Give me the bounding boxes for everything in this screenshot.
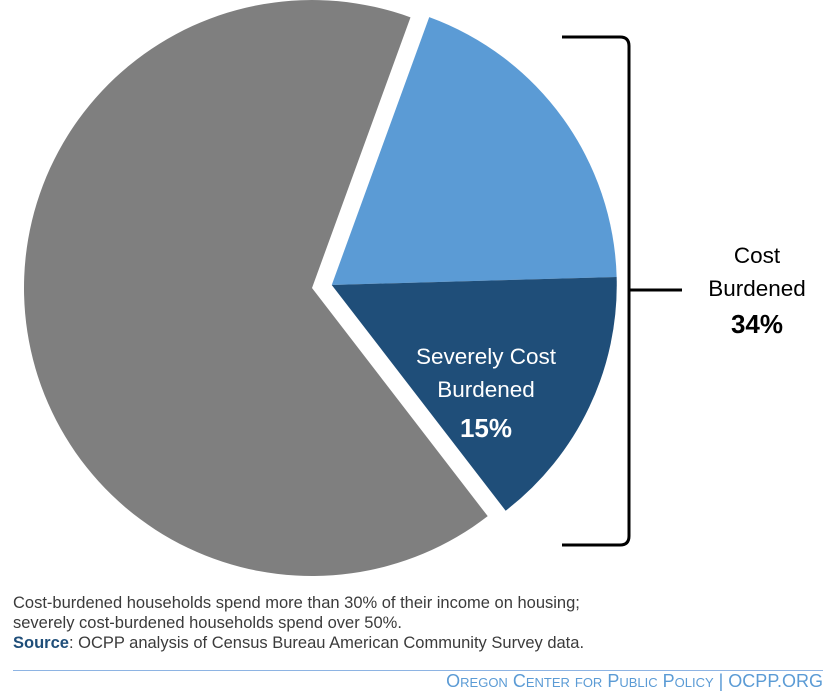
slice-label-line1: Severely Cost xyxy=(416,344,557,369)
footer-divider xyxy=(13,670,823,671)
bracket xyxy=(562,35,682,547)
slice-value-label: 15% xyxy=(460,413,512,443)
pie-slices xyxy=(24,0,617,576)
source-text: : OCPP analysis of Census Bureau America… xyxy=(68,634,585,652)
bracket-value: 34% xyxy=(731,309,783,339)
pie-slice-2 xyxy=(331,276,617,511)
pie-slice-1 xyxy=(331,17,617,285)
note-line-2: severely cost-burdened households spend … xyxy=(13,614,402,632)
note-line-1: Cost-burdened households spend more than… xyxy=(13,594,580,612)
bracket-label-line2: Burdened xyxy=(708,276,806,301)
pie-chart: Severely Cost Burdened 15% Cost Burdened… xyxy=(24,0,806,576)
bracket-label-line1: Cost xyxy=(734,243,781,268)
pie-slice-0 xyxy=(24,0,488,576)
chart-notes: Cost-burdened households spend more than… xyxy=(13,593,823,653)
slice-label-line2: Burdened xyxy=(437,377,535,402)
source-line: Source: OCPP analysis of Census Bureau A… xyxy=(13,633,823,653)
source-label: Source xyxy=(13,634,69,652)
footer-credit: Oregon Center for Public Policy | OCPP.O… xyxy=(446,671,823,691)
